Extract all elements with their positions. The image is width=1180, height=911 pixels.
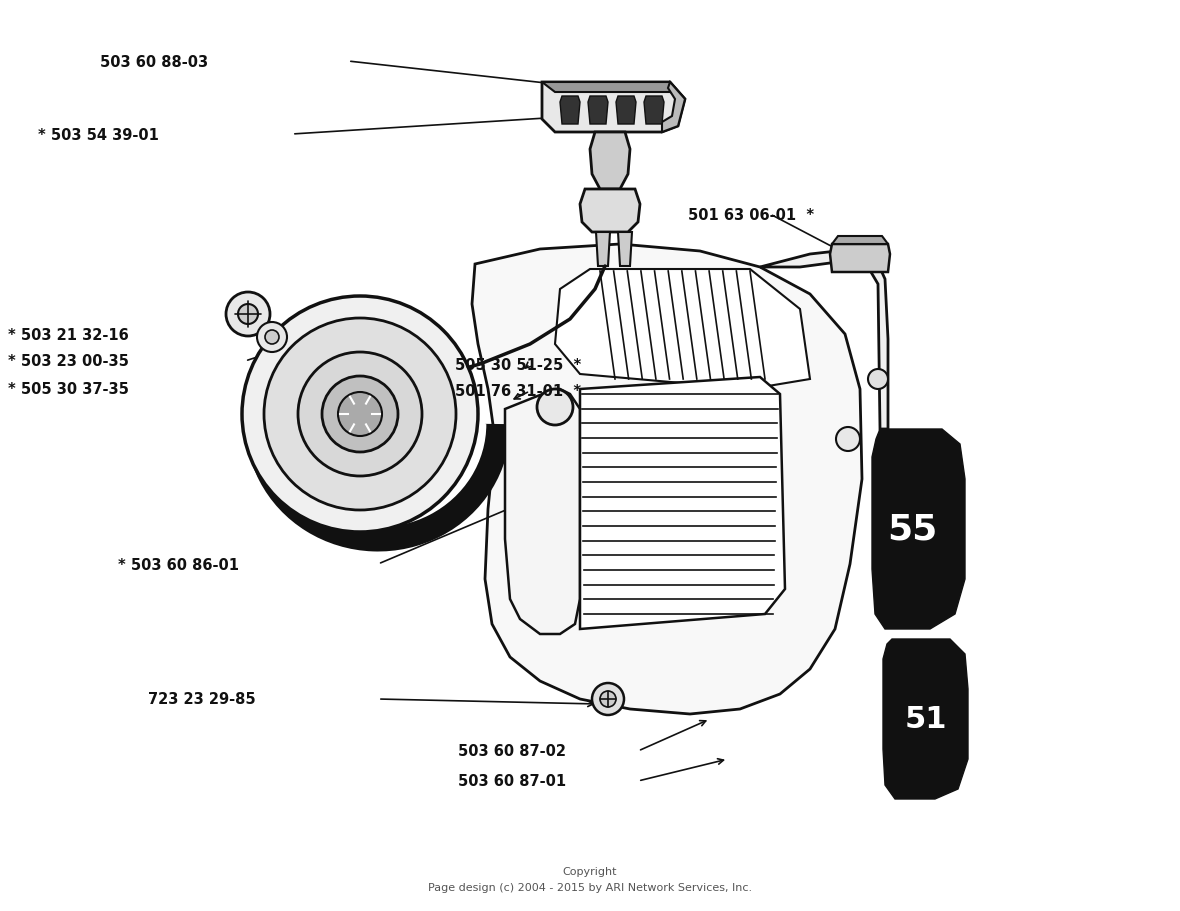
Polygon shape xyxy=(590,133,630,189)
Text: 503 60 87-02: 503 60 87-02 xyxy=(458,743,566,759)
Text: ARI PartStream: ARI PartStream xyxy=(405,469,575,489)
Text: 503 60 87-01: 503 60 87-01 xyxy=(458,773,566,789)
Text: * 503 60 86-01: * 503 60 86-01 xyxy=(118,557,240,572)
Polygon shape xyxy=(581,377,785,630)
Polygon shape xyxy=(618,232,632,267)
Text: 503 60 88-03: 503 60 88-03 xyxy=(100,55,208,69)
Circle shape xyxy=(299,353,422,476)
Circle shape xyxy=(257,322,287,353)
Polygon shape xyxy=(760,250,889,429)
Polygon shape xyxy=(883,640,968,799)
Polygon shape xyxy=(588,97,608,125)
Polygon shape xyxy=(542,83,686,100)
Text: 501 63 06-01  *: 501 63 06-01 * xyxy=(688,208,814,222)
Text: 55: 55 xyxy=(887,512,937,547)
Polygon shape xyxy=(662,83,686,133)
Text: 51: 51 xyxy=(905,705,948,733)
Circle shape xyxy=(322,376,398,453)
Polygon shape xyxy=(542,83,686,133)
Circle shape xyxy=(537,390,573,425)
Polygon shape xyxy=(560,97,581,125)
Circle shape xyxy=(599,691,616,707)
Circle shape xyxy=(242,297,478,532)
Circle shape xyxy=(266,331,278,344)
Text: * 505 30 37-35: * 505 30 37-35 xyxy=(8,382,129,397)
Circle shape xyxy=(592,683,624,715)
Polygon shape xyxy=(472,245,863,714)
Text: Copyright: Copyright xyxy=(563,866,617,876)
Circle shape xyxy=(868,370,889,390)
Polygon shape xyxy=(505,390,581,634)
Polygon shape xyxy=(872,429,965,630)
Text: 723 23 29-85: 723 23 29-85 xyxy=(148,691,256,707)
Circle shape xyxy=(835,427,860,452)
Polygon shape xyxy=(616,97,636,125)
Polygon shape xyxy=(596,232,610,267)
Polygon shape xyxy=(832,237,889,245)
Text: 505 30 51-25  *: 505 30 51-25 * xyxy=(455,357,582,372)
Polygon shape xyxy=(555,270,809,390)
Polygon shape xyxy=(581,189,640,232)
Text: Page design (c) 2004 - 2015 by ARI Network Services, Inc.: Page design (c) 2004 - 2015 by ARI Netwo… xyxy=(428,882,752,892)
Text: * 503 54 39-01: * 503 54 39-01 xyxy=(38,128,159,142)
Polygon shape xyxy=(830,245,890,272)
Circle shape xyxy=(264,319,455,510)
Text: * 503 21 32-16: * 503 21 32-16 xyxy=(8,327,129,343)
Circle shape xyxy=(238,304,258,324)
Circle shape xyxy=(337,393,382,436)
Text: 501 76 31-01  *: 501 76 31-01 * xyxy=(455,384,581,399)
Polygon shape xyxy=(644,97,664,125)
Text: * 503 23 00-35: * 503 23 00-35 xyxy=(8,354,129,369)
Circle shape xyxy=(227,292,270,337)
